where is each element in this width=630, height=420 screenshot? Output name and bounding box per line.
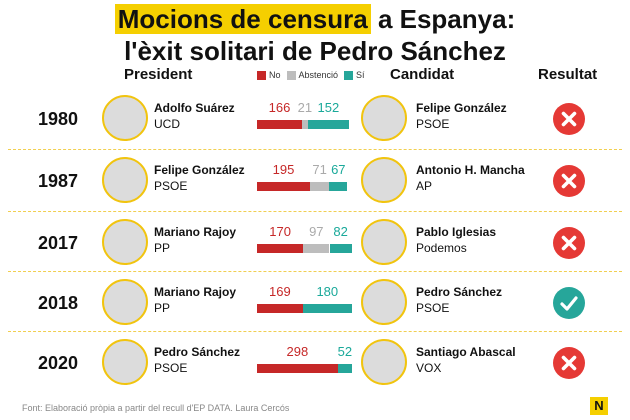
bar-segment-no — [257, 244, 304, 253]
candidat-party: AP — [416, 179, 433, 193]
title-highlight: Mocions de censura — [114, 4, 371, 34]
legend-label-abstencio: Abstenció — [298, 70, 339, 80]
president-avatar — [102, 279, 148, 325]
fail-cross-icon — [553, 347, 585, 379]
candidat-party: PSOE — [416, 301, 450, 315]
brand-logo: N — [590, 397, 608, 415]
candidat-avatar — [361, 219, 407, 265]
value-label-si: 82 — [333, 224, 348, 239]
bar-segment-si — [329, 182, 348, 191]
legend-item-abstencio: Abstenció — [286, 70, 339, 80]
vote-row: 1987 Felipe González PSOE Antonio H. Mancha… — [0, 149, 630, 212]
legend-item-no: No — [257, 70, 281, 80]
legend-swatch-si — [344, 70, 354, 80]
bar-segment-no — [257, 182, 310, 191]
bar-segment-no — [257, 364, 338, 373]
candidat-name: Antonio H. Mancha — [416, 163, 525, 177]
candidat-party: PSOE — [416, 117, 450, 131]
candidat-avatar — [361, 279, 407, 325]
fail-cross-icon — [553, 103, 585, 135]
chart-title-line2: l'èxit solitari de Pedro Sánchez — [124, 36, 506, 66]
success-check-icon — [553, 287, 585, 319]
bar-segment-no — [257, 120, 303, 129]
value-label-si: 180 — [316, 284, 339, 299]
value-label-abstencio: 71 — [312, 162, 327, 177]
president-name: Adolfo Suárez — [154, 101, 235, 115]
legend-swatch-abstencio — [286, 70, 296, 80]
bar-segment-si — [307, 120, 350, 129]
president-party: PP — [154, 241, 171, 255]
value-label-si: 52 — [337, 344, 353, 359]
legend-item-si: Sí — [344, 70, 365, 80]
legend: No Abstenció Sí — [257, 70, 371, 80]
president-avatar — [102, 339, 148, 385]
row-separator — [8, 211, 622, 212]
candidat-party: VOX — [416, 361, 442, 375]
value-label-no: 298 — [286, 344, 309, 359]
row-separator — [8, 149, 622, 150]
president-name: Mariano Rajoy — [154, 285, 237, 299]
value-label-si: 67 — [331, 162, 346, 177]
value-label-abstencio: 97 — [309, 224, 324, 239]
row-separator — [8, 271, 622, 272]
president-name: Felipe González — [154, 163, 245, 177]
candidat-name: Pablo Iglesias — [416, 225, 497, 239]
chart-title-line1: Mocions de censura a Espanya: — [0, 4, 630, 35]
row-year: 2017 — [38, 233, 79, 253]
president-party: PSOE — [154, 361, 188, 375]
candidat-avatar — [361, 95, 407, 141]
row-year: 2020 — [38, 353, 79, 373]
bar-segment-abstencio — [303, 244, 330, 253]
candidat-name: Santiago Abascal — [416, 345, 516, 359]
header-president: President — [124, 66, 193, 83]
vote-row: 2018 Mariano Rajoy PP Pedro Sánchez PSOE 169 1… — [0, 271, 630, 334]
value-label-si: 152 — [317, 100, 340, 115]
president-avatar — [102, 219, 148, 265]
row-separator — [8, 331, 622, 332]
value-label-no: 195 — [272, 162, 295, 177]
candidat-avatar — [361, 157, 407, 203]
value-label-abstencio: 21 — [297, 100, 313, 115]
vote-row: 2017 Mariano Rajoy PP Pablo Iglesias Podemos… — [0, 211, 630, 274]
header-candidat: Candidat — [390, 66, 455, 83]
president-name: Pedro Sánchez — [154, 345, 241, 359]
source-note: Font: Elaboració pròpia a partir del rec… — [22, 403, 290, 413]
title-rest: a Espanya: — [370, 4, 516, 34]
legend-label-no: No — [269, 70, 281, 80]
candidat-name: Pedro Sánchez — [416, 285, 503, 299]
president-avatar — [102, 95, 148, 141]
president-party: UCD — [154, 117, 180, 131]
vote-row: 1980 Adolfo Suárez UCD Felipe González PSOE 1… — [0, 88, 630, 150]
legend-swatch-no — [257, 70, 266, 80]
header-resultat: Resultat — [538, 66, 598, 83]
bar-segment-si — [329, 244, 352, 253]
bar-segment-si — [337, 364, 352, 373]
fail-cross-icon — [553, 227, 585, 259]
row-year: 1987 — [38, 171, 79, 191]
president-party: PSOE — [154, 179, 188, 193]
candidat-avatar — [361, 339, 407, 385]
bar-segment-si — [302, 304, 352, 313]
vote-row: 2020 Pedro Sánchez PSOE Santiago Abascal VOX… — [0, 331, 630, 394]
candidat-name: Felipe González — [416, 101, 507, 115]
president-party: PP — [154, 301, 171, 315]
value-label-no: 170 — [269, 224, 291, 239]
row-year: 1980 — [38, 109, 79, 129]
fail-cross-icon — [553, 165, 585, 197]
row-year: 2018 — [38, 293, 79, 313]
value-label-no: 169 — [269, 284, 291, 299]
president-name: Mariano Rajoy — [154, 225, 237, 239]
bar-segment-abstencio — [302, 120, 308, 129]
president-avatar — [102, 157, 148, 203]
legend-label-si: Sí — [356, 70, 365, 80]
bar-segment-abstencio — [309, 182, 330, 191]
candidat-party: Podemos — [416, 241, 467, 255]
bar-segment-no — [257, 304, 303, 313]
value-label-no: 166 — [268, 100, 291, 115]
